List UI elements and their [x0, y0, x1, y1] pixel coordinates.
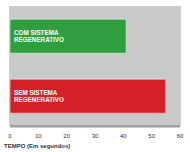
svg-text:0: 0 [8, 133, 12, 139]
svg-text:10: 10 [35, 133, 42, 139]
svg-text:20: 20 [63, 133, 70, 139]
svg-text:60: 60 [177, 133, 182, 139]
svg-text:TEMPO (Em segundos): TEMPO (Em segundos) [8, 143, 70, 149]
svg-text:SEM SISTEMAREGENERATIVO: SEM SISTEMAREGENERATIVO [14, 89, 64, 102]
svg-text:50: 50 [148, 133, 155, 139]
svg-text:COM SISTEMAREGENERATIVO: COM SISTEMAREGENERATIVO [14, 29, 64, 42]
svg-text:40: 40 [120, 133, 127, 139]
svg-text:30: 30 [92, 133, 99, 139]
